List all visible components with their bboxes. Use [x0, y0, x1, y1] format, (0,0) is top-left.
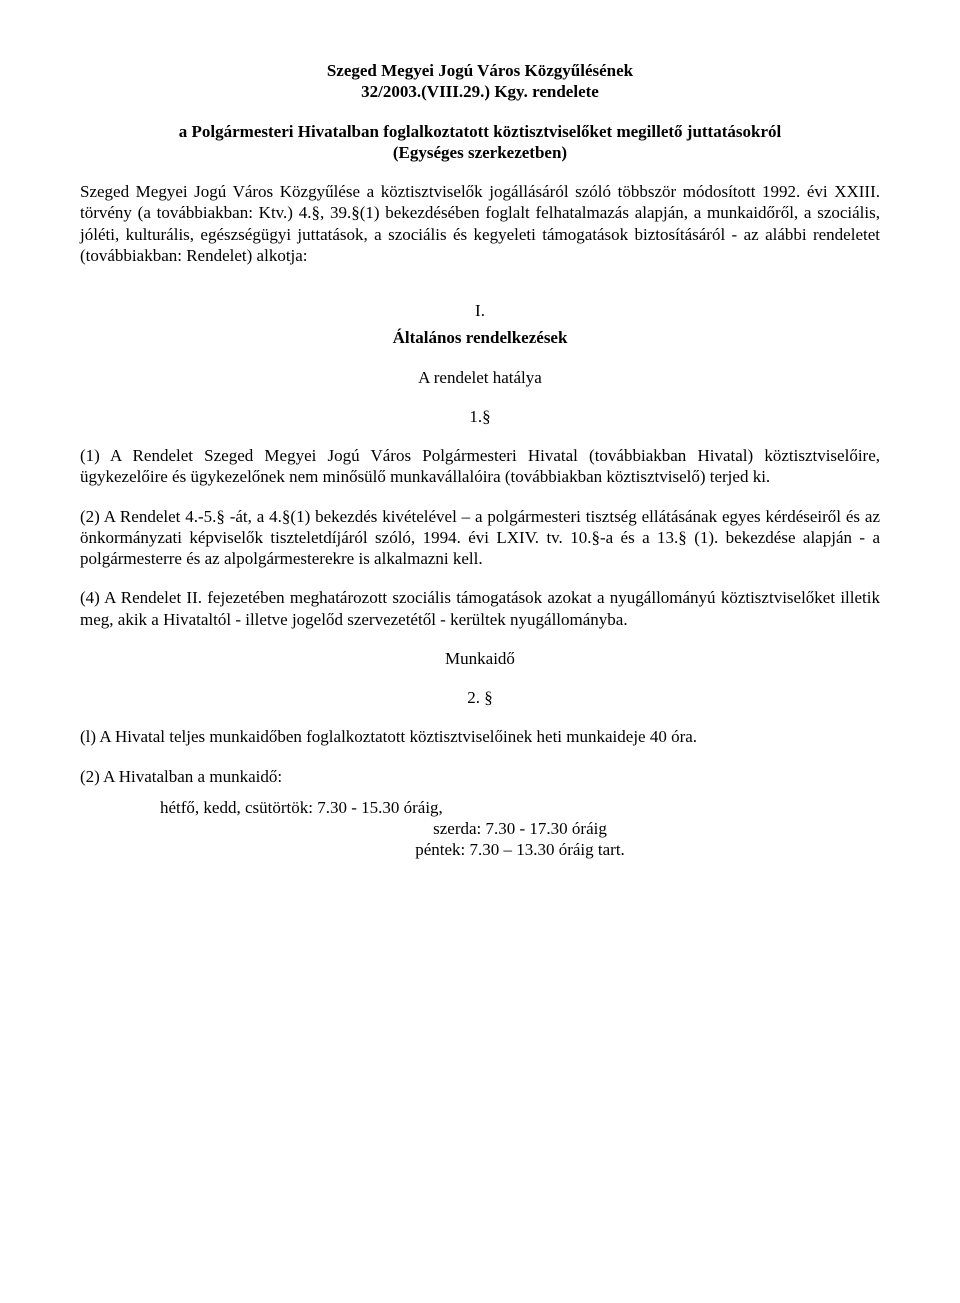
sub-heading-worktime: Munkaidő — [80, 648, 880, 669]
section-1-para-1: (1) A Rendelet Szeged Megyei Jogú Város … — [80, 445, 880, 488]
section-2-para-1: (l) A Hivatal teljes munkaidőben foglalk… — [80, 726, 880, 747]
schedule-line-3: péntek: 7.30 – 13.30 óráig tart. — [160, 839, 880, 860]
subtitle-line-2: (Egységes szerkezetben) — [80, 142, 880, 163]
document-title: Szeged Megyei Jogú Város Közgyűlésének 3… — [80, 60, 880, 103]
title-line-2: 32/2003.(VIII.29.) Kgy. rendelete — [80, 81, 880, 102]
subtitle-line-1: a Polgármesteri Hivatalban foglalkoztato… — [80, 121, 880, 142]
section-1-para-4: (4) A Rendelet II. fejezetében meghatáro… — [80, 587, 880, 630]
chapter-number: I. — [80, 300, 880, 321]
schedule-line-2: szerda: 7.30 - 17.30 óráig — [160, 818, 880, 839]
preamble-paragraph: Szeged Megyei Jogú Város Közgyűlése a kö… — [80, 181, 880, 266]
section-1-number: 1.§ — [80, 406, 880, 427]
section-1-para-2: (2) A Rendelet 4.-5.§ -át, a 4.§(1) beke… — [80, 506, 880, 570]
document-subtitle: a Polgármesteri Hivatalban foglalkoztato… — [80, 121, 880, 164]
section-2-para-2: (2) A Hivatalban a munkaidő: — [80, 766, 880, 787]
schedule-block: hétfő, kedd, csütörtök: 7.30 - 15.30 órá… — [80, 797, 880, 861]
title-line-1: Szeged Megyei Jogú Város Közgyűlésének — [80, 60, 880, 81]
sub-heading-scope: A rendelet hatálya — [80, 367, 880, 388]
schedule-line-1: hétfő, kedd, csütörtök: 7.30 - 15.30 órá… — [160, 797, 880, 818]
section-2-number: 2. § — [80, 687, 880, 708]
chapter-title: Általános rendelkezések — [80, 327, 880, 348]
